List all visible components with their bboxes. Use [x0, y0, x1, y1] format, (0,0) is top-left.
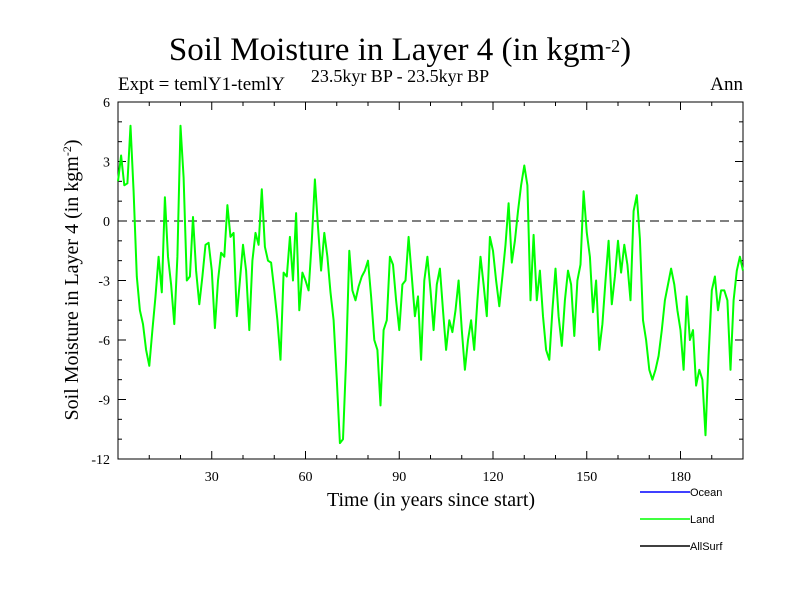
y-tick-label: 0 — [103, 215, 110, 230]
series-line-land — [117, 124, 744, 445]
y-tick-label: 3 — [103, 156, 110, 171]
y-tick-label: -6 — [98, 334, 110, 349]
legend-label-allsurf: AllSurf — [690, 541, 723, 553]
period-label: Ann — [710, 74, 743, 95]
x-tick-label: 90 — [392, 470, 406, 485]
x-tick-label: 150 — [576, 470, 597, 485]
x-tick-label: 60 — [299, 470, 313, 485]
experiment-label: Expt = temlY1-temlY — [118, 74, 285, 95]
x-tick-label: 180 — [670, 470, 691, 485]
y-tick-label: 6 — [103, 96, 110, 111]
y-tick-label: -12 — [91, 453, 110, 468]
y-tick-label: -3 — [98, 275, 110, 290]
y-tick-label: -9 — [98, 394, 110, 409]
x-axis-label: Time (in years since start) — [327, 489, 535, 511]
chart-title: Soil Moisture in Layer 4 (in kgm-2) — [168, 32, 632, 68]
x-tick-label: 120 — [483, 470, 504, 485]
axis-labels: Time (in years since start) Soil Moistur… — [60, 139, 535, 511]
series-layer — [117, 124, 744, 445]
chart-subtitle: 23.5kyr BP - 23.5kyr BP — [310, 66, 490, 86]
x-tick-label: 30 — [205, 470, 219, 485]
legend: Ocean Land AllSurf — [640, 487, 723, 553]
y-axis-label: Soil Moisture in Layer 4 (in kgm-2) — [60, 139, 83, 420]
legend-label-land: Land — [690, 514, 714, 526]
legend-label-ocean: Ocean — [690, 487, 722, 499]
